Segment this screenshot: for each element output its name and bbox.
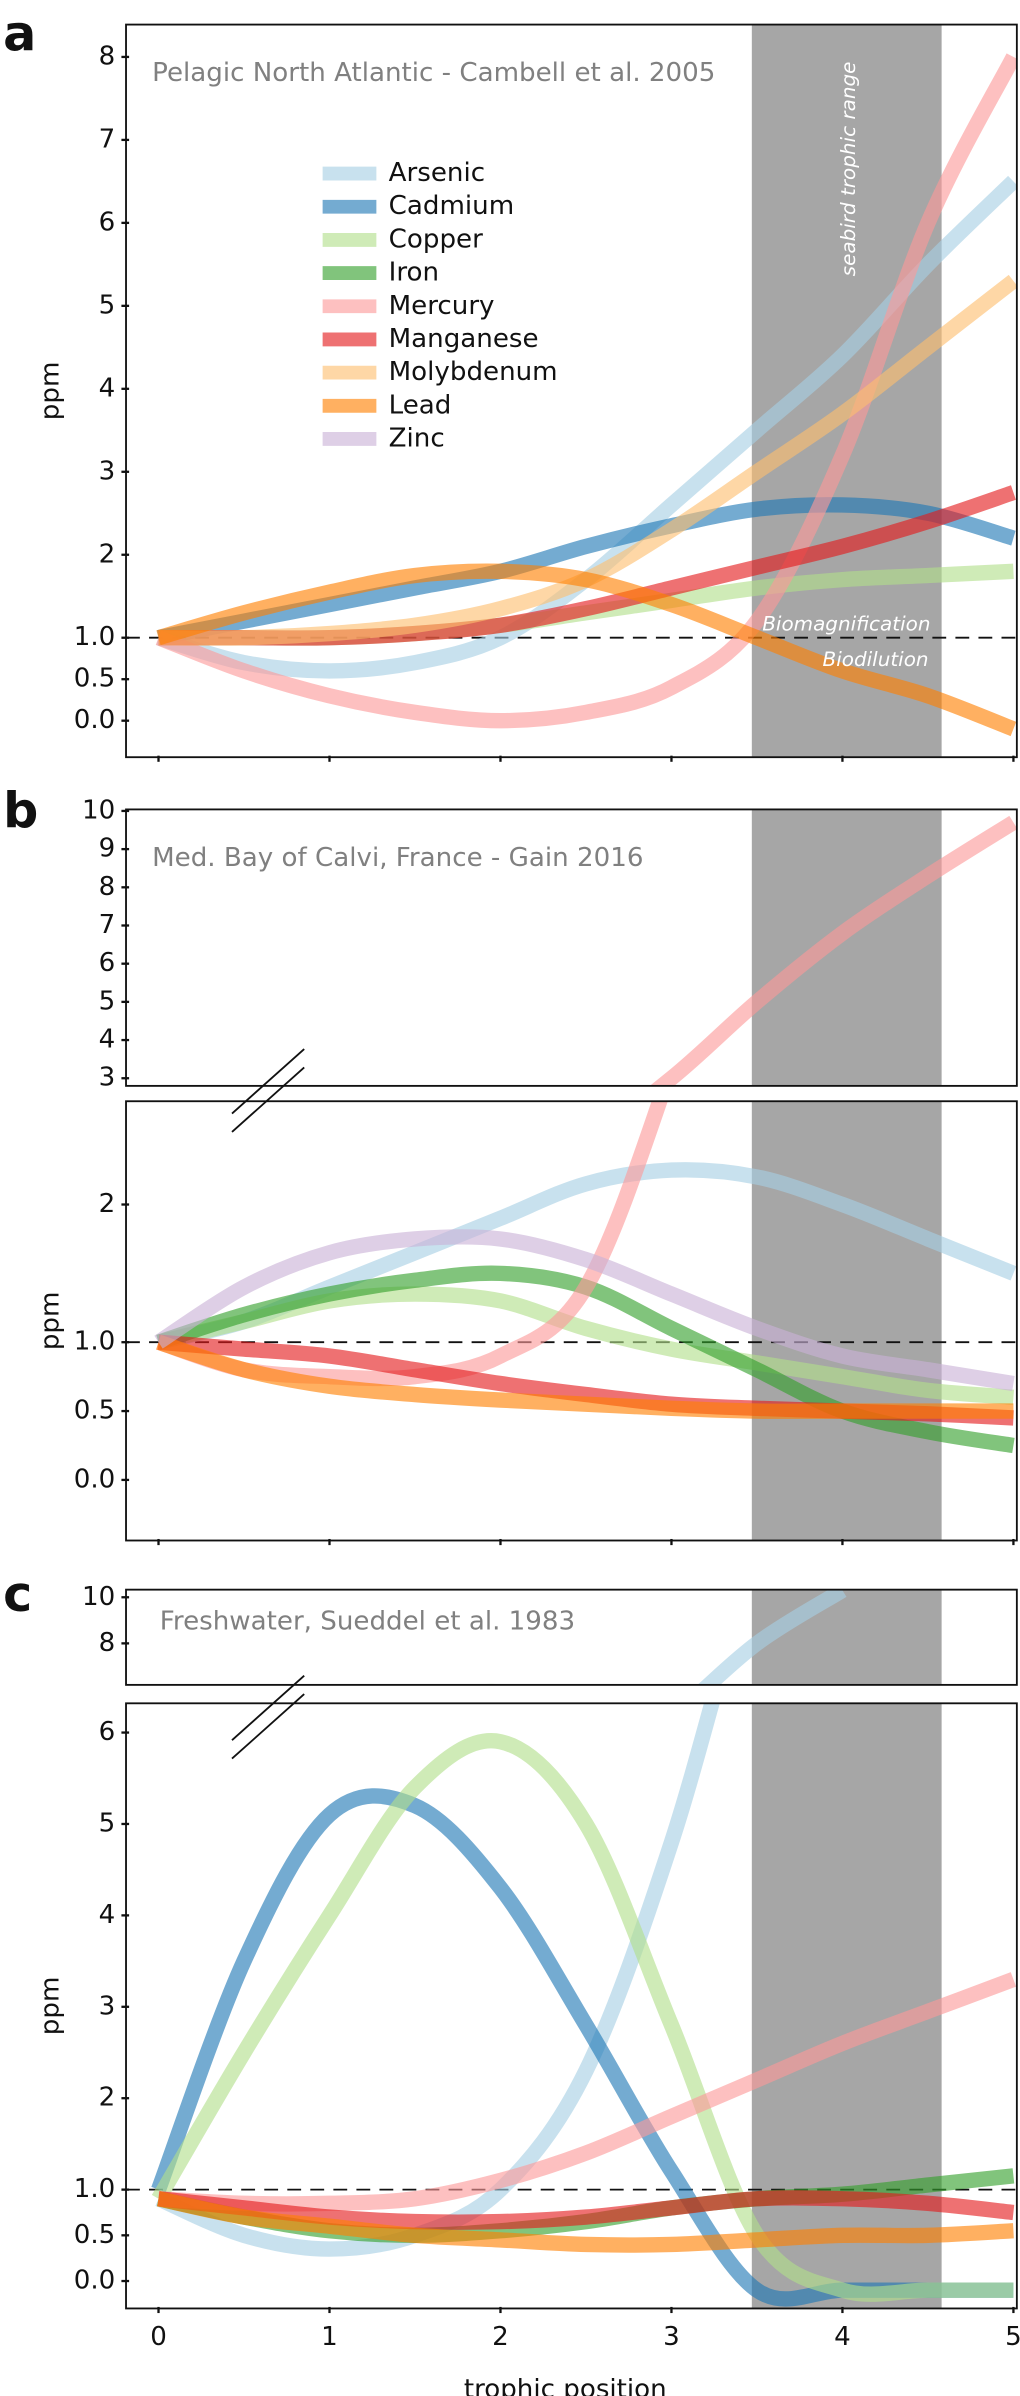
series-line <box>156 1334 1014 1419</box>
x-tick-label: 4 <box>834 2322 851 2352</box>
legend-label: Iron <box>389 258 439 288</box>
series-line <box>151 1733 1014 2302</box>
y-tick-label: 5 <box>99 290 116 320</box>
x-tick-label: 5 <box>1005 2322 1020 2352</box>
y-tick-label: 0.0 <box>74 705 116 735</box>
y-axis-label: ppm <box>35 362 65 421</box>
x-tick-label: 1 <box>321 2322 338 2352</box>
panel-title: Freshwater, Sueddel et al. 1983 <box>160 1606 575 1636</box>
series-line <box>154 1229 1015 1392</box>
y-tick-label: 1.0 <box>74 1327 116 1357</box>
legend-label: Manganese <box>389 324 539 354</box>
annotation: Biomagnification <box>762 612 930 636</box>
y-tick-label: 0.5 <box>74 1396 116 1426</box>
legend-label: Arsenic <box>389 158 485 188</box>
y-axis-label: ppm <box>35 1977 65 2036</box>
y-tick-label: 0.0 <box>74 2266 116 2296</box>
y-tick-label: 8 <box>99 41 116 71</box>
y-tick-label: 6 <box>99 948 116 978</box>
plot-frame <box>125 1100 1018 1542</box>
panel-title: Pelagic North Atlantic - Cambell et al. … <box>152 58 715 88</box>
y-tick-label: 4 <box>99 1900 116 1930</box>
y-tick-label: 10 <box>82 795 115 825</box>
legend-label: Copper <box>389 224 483 254</box>
y-tick-label: 0.5 <box>74 2220 116 2250</box>
y-tick-label: 3 <box>99 1991 116 2021</box>
plot-area <box>471 1589 942 1685</box>
plot-area <box>126 24 1017 758</box>
axis-break <box>231 1693 305 1760</box>
legend-label: Cadmium <box>389 191 514 221</box>
y-tick-label: 5 <box>99 1808 116 1838</box>
y-tick-label: 6 <box>99 1717 116 1747</box>
series-line <box>157 497 1016 646</box>
annotation: Biodilution <box>823 647 929 671</box>
y-tick-label: 2 <box>99 1189 116 1219</box>
legend-label: Lead <box>389 390 452 420</box>
shaded-range <box>751 1703 942 2309</box>
y-tick-label: 2 <box>99 2083 116 2113</box>
shaded-label: seabird trophic range <box>836 62 860 277</box>
shaded-range <box>751 809 942 1086</box>
y-tick-label: 5 <box>99 986 116 1016</box>
shaded-range <box>751 1589 942 1685</box>
y-tick-label: 9 <box>99 834 116 864</box>
x-axis-label: trophic position <box>464 2374 667 2396</box>
panel-letter: a <box>3 4 36 62</box>
y-tick-label: 1.0 <box>74 622 116 652</box>
shaded-range <box>751 1101 942 1541</box>
y-tick-label: 2 <box>99 539 116 569</box>
x-tick-label: 3 <box>663 2322 680 2352</box>
series-line <box>649 815 1017 1086</box>
series-line <box>156 2191 1014 2253</box>
shaded-range <box>751 24 942 758</box>
legend-label: Mercury <box>389 291 495 321</box>
y-tick-label: 1.0 <box>74 2174 116 2204</box>
x-tick-label: 2 <box>492 2322 509 2352</box>
plot-frame <box>125 1588 1018 1686</box>
panel-title: Med. Bay of Calvi, France - Gain 2016 <box>152 843 643 873</box>
series-line <box>155 53 1017 729</box>
y-tick-label: 4 <box>99 1025 116 1055</box>
y-tick-label: 7 <box>99 910 116 940</box>
y-tick-label: 3 <box>99 1063 116 1093</box>
plot-frame <box>125 1702 1018 2310</box>
series-line <box>157 2190 1015 2230</box>
series-line <box>158 1972 1017 2212</box>
legend-label: Zinc <box>389 423 445 453</box>
y-tick-label: 3 <box>99 456 116 486</box>
y-tick-label: 7 <box>99 124 116 154</box>
y-tick-label: 0.5 <box>74 664 116 694</box>
y-tick-label: 4 <box>99 373 116 403</box>
plot-area <box>126 1703 1017 2309</box>
plot-area <box>126 1101 1017 1541</box>
y-tick-label: 0.0 <box>74 1464 116 1494</box>
x-tick-label: 0 <box>150 2322 167 2352</box>
series-line <box>156 1101 668 1387</box>
y-tick-label: 10 <box>82 1582 115 1612</box>
series-line <box>697 1589 847 1685</box>
axis-break <box>231 1066 305 1133</box>
axis-break <box>231 1674 305 1741</box>
y-tick-label: 8 <box>99 1628 116 1658</box>
series-line <box>155 1703 720 2257</box>
plot-frame <box>125 808 1018 1087</box>
panel-letter: b <box>3 782 38 840</box>
axis-break <box>231 1048 305 1115</box>
plot-frame <box>125 23 1018 759</box>
legend-label: Molybdenum <box>389 357 558 387</box>
plot-area <box>649 809 1017 1086</box>
series-line <box>156 563 1017 737</box>
y-tick-label: 8 <box>99 872 116 902</box>
panel-letter: c <box>3 1565 32 1623</box>
y-axis-label: ppm <box>35 1292 65 1351</box>
y-tick-label: 6 <box>99 207 116 237</box>
